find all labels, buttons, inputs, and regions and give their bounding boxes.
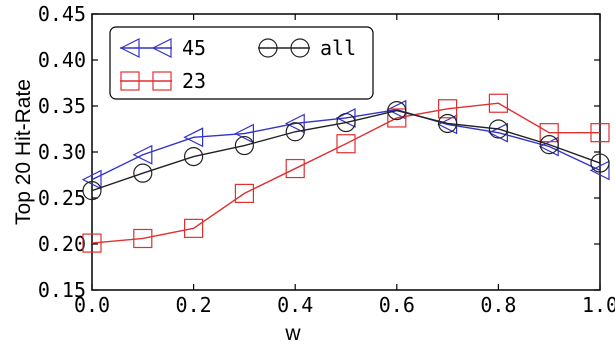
legend-box — [109, 26, 374, 100]
legend-marker — [119, 38, 140, 58]
y-tick-label: 0.25 — [38, 186, 86, 210]
data-point-all — [387, 100, 407, 121]
data-point-45 — [81, 169, 102, 190]
data-point-23 — [234, 183, 254, 203]
data-point-all — [234, 135, 254, 156]
y-tick-label: 0.35 — [38, 94, 86, 118]
x-axis-label: w — [284, 322, 301, 345]
legend-entry-all: all — [258, 36, 356, 60]
legend-marker — [151, 38, 172, 58]
data-point-45 — [284, 113, 305, 134]
y-tick-label: 0.15 — [38, 278, 86, 302]
data-point-all — [438, 113, 458, 134]
data-point-all — [184, 147, 204, 167]
legend-marker — [152, 71, 172, 91]
data-point-23 — [387, 108, 407, 128]
legend-entry-45: 45 — [119, 36, 206, 60]
legend-entry-23: 23 — [120, 69, 206, 93]
data-point-all — [488, 119, 508, 139]
y-tick-label: 0.20 — [38, 232, 86, 256]
legend-marker — [120, 71, 140, 91]
data-point-23 — [539, 123, 559, 143]
data-point-45 — [132, 144, 153, 165]
y-tick-label: 0.40 — [38, 48, 86, 72]
y-axis: 0.15 0.20 0.25 0.30 0.35 0.40 0.45 — [38, 2, 600, 302]
data-point-45 — [589, 160, 610, 181]
legend-marker — [258, 38, 278, 58]
data-point-45 — [234, 123, 254, 144]
data-point-23 — [184, 218, 204, 238]
x-tick-label: 1.0 — [582, 293, 615, 317]
series-all — [82, 100, 610, 201]
data-point-all — [590, 153, 610, 173]
data-point-all — [82, 181, 102, 201]
data-point-all — [539, 135, 559, 155]
legend-label: 23 — [182, 69, 206, 93]
data-point-23 — [82, 233, 102, 253]
data-point-all — [133, 163, 153, 183]
data-point-45 — [488, 122, 508, 143]
x-tick-label: 0.2 — [176, 293, 212, 317]
series-line-all — [91, 109, 601, 192]
data-point-23 — [438, 99, 458, 119]
series-line-45 — [91, 108, 601, 181]
data-point-all — [285, 122, 305, 142]
x-tick-label: 0.4 — [277, 293, 313, 317]
x-tick-label: 0.6 — [379, 293, 415, 317]
series-23 — [82, 93, 610, 253]
x-axis: 0.0 0.2 0.4 0.6 0.8 1.0 — [74, 14, 615, 317]
data-point-23 — [133, 228, 153, 249]
legend: 45 23 all — [109, 26, 374, 100]
series-layer — [81, 93, 610, 253]
data-point-23 — [590, 123, 610, 143]
y-axis-label: Top 20 Hit-Rate — [12, 79, 35, 225]
y-tick-label: 0.45 — [38, 2, 86, 26]
data-point-23 — [336, 134, 356, 154]
legend-label: all — [320, 36, 356, 60]
legend-label: 45 — [182, 36, 206, 60]
y-tick-label: 0.30 — [38, 140, 86, 164]
data-point-all — [336, 112, 356, 133]
legend-marker — [290, 38, 310, 58]
data-point-45 — [183, 127, 204, 148]
series-line-23 — [91, 102, 600, 244]
data-point-23 — [285, 158, 305, 179]
data-point-23 — [488, 93, 508, 113]
x-tick-label: 0.8 — [480, 293, 516, 317]
x-tick-label: 0.0 — [74, 293, 110, 317]
